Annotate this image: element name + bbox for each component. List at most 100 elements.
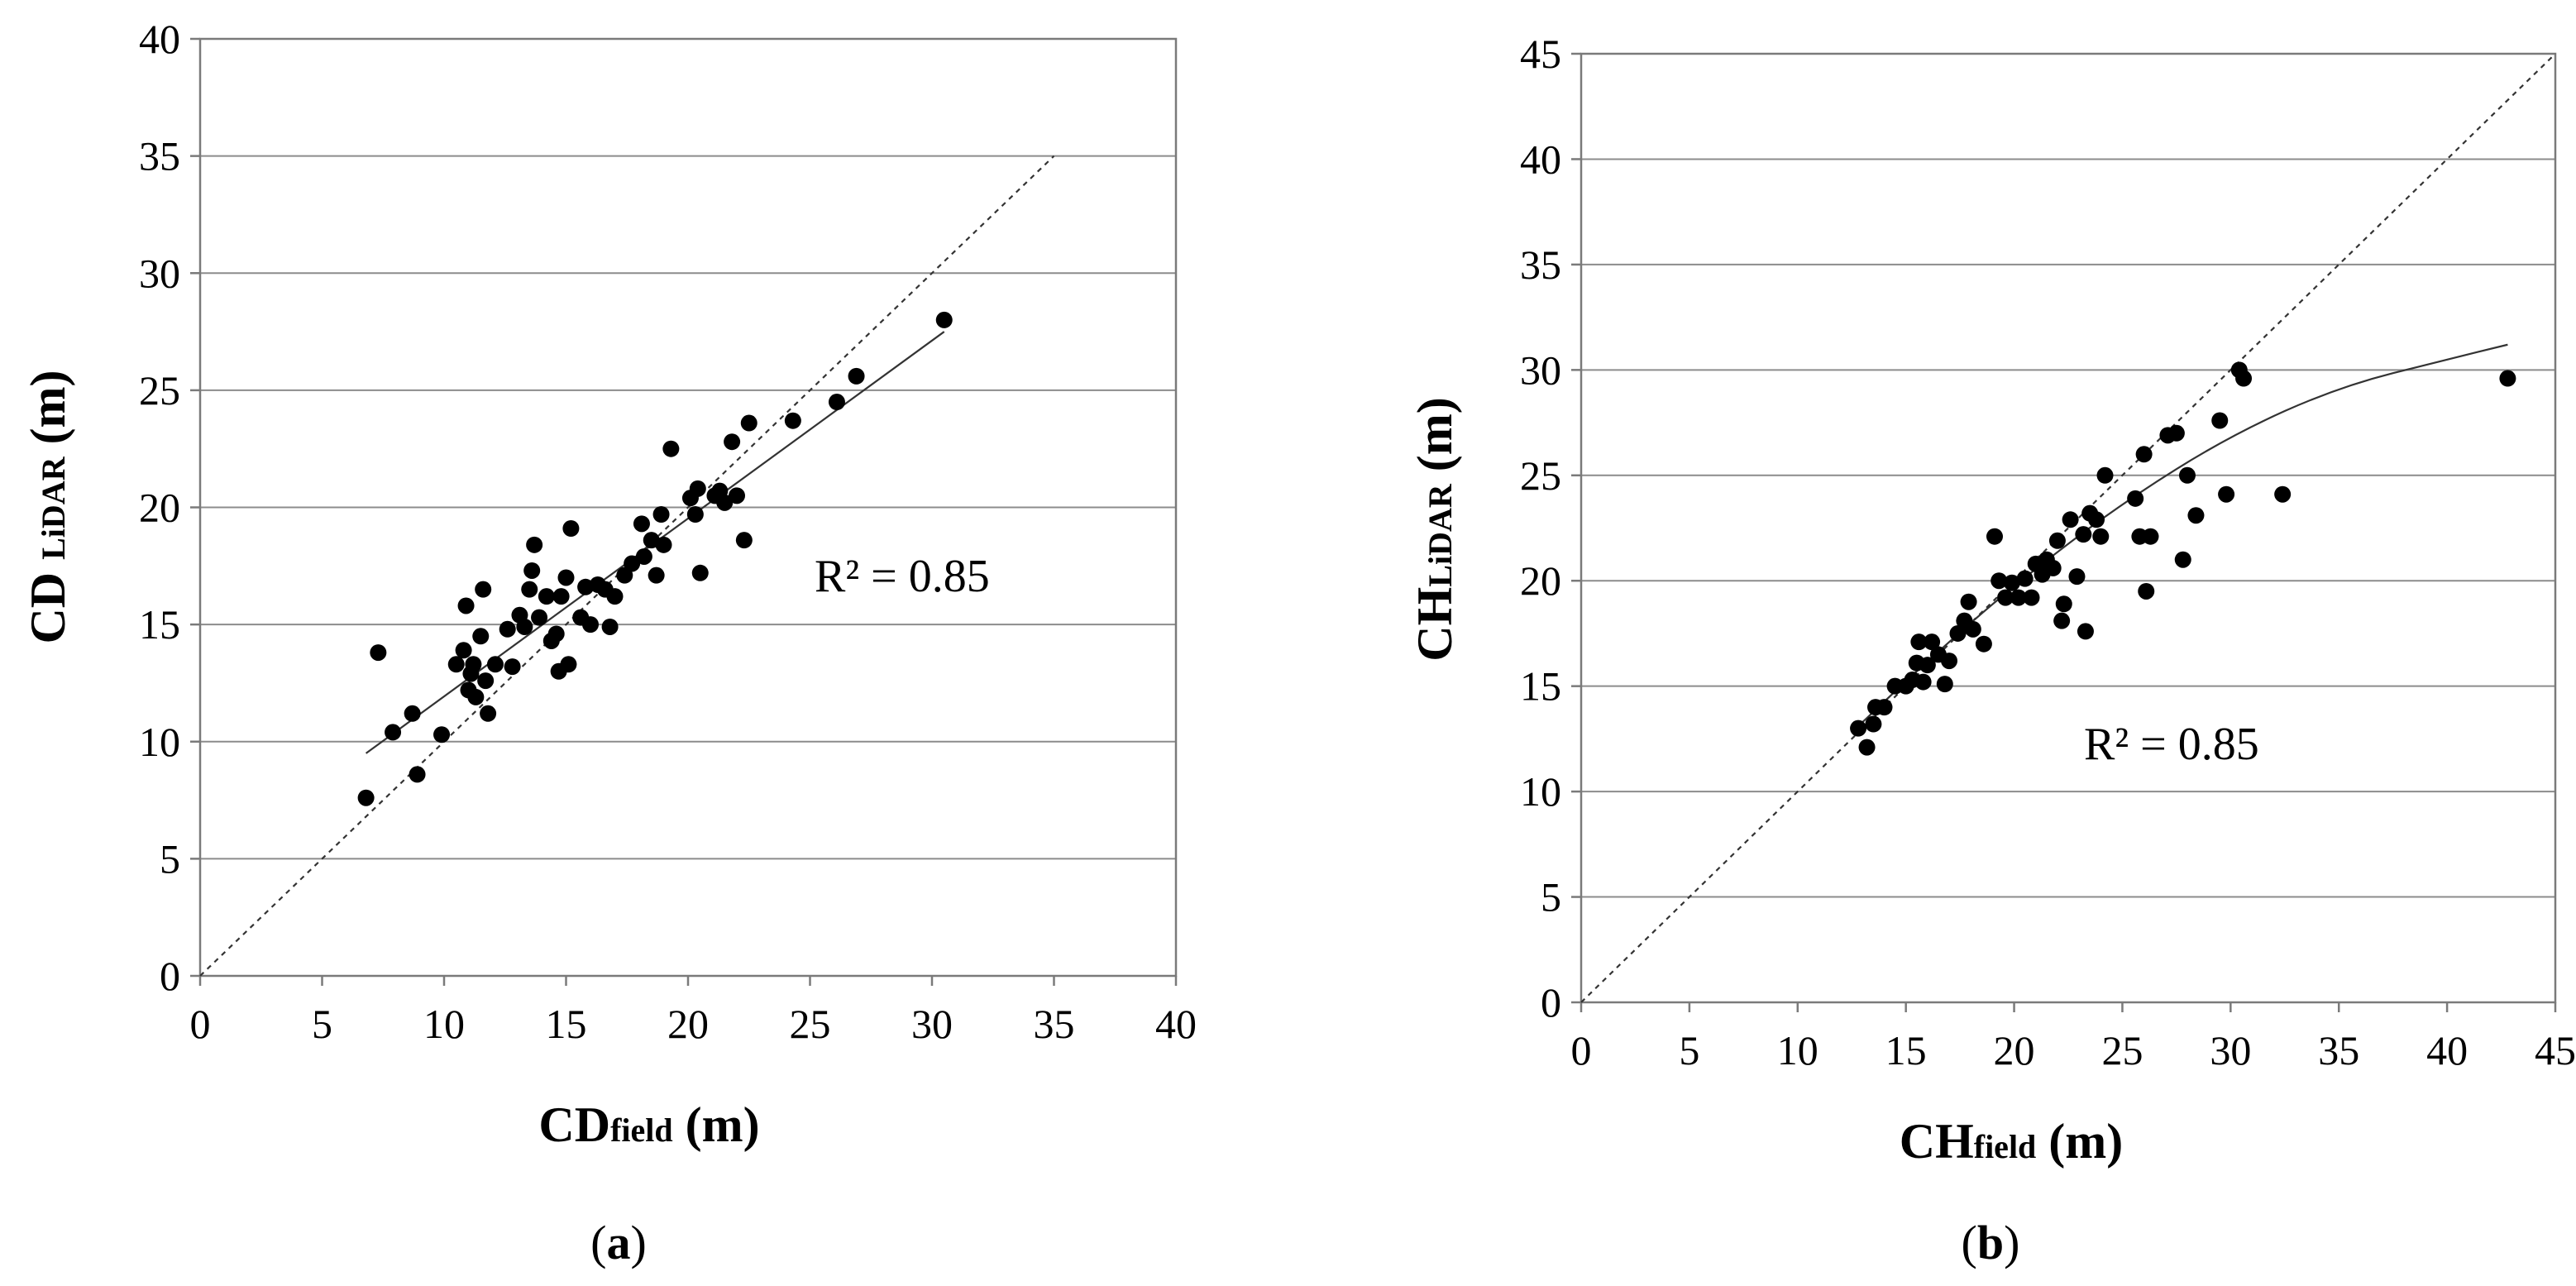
data-point: [601, 618, 619, 635]
data-point: [2167, 424, 2185, 442]
x-tick-label: 15: [546, 1001, 587, 1047]
data-point: [472, 628, 490, 645]
chart-panel-a: 0 5 10 15 20 25 30 35 40 0 5 10 15 20 25 30 35 40 R² = 0.8…: [21, 16, 1197, 1269]
data-point: [1850, 719, 1867, 737]
y-tick-label: 15: [139, 601, 180, 648]
data-point: [1941, 653, 1958, 670]
data-point: [385, 724, 402, 741]
data-point: [2178, 466, 2196, 484]
data-point: [357, 789, 375, 806]
data-point: [404, 705, 421, 722]
data-point: [1910, 633, 1928, 651]
data-point: [686, 505, 704, 523]
y-axis-label-main: CH: [1407, 587, 1462, 662]
data-point: [2068, 568, 2086, 586]
y-tick-label: 0: [1541, 979, 1561, 1025]
data-point: [729, 487, 745, 504]
data-point: [547, 625, 565, 643]
y-tick-label: 5: [160, 835, 180, 882]
data-point: [2003, 574, 2020, 591]
data-point: [1949, 624, 1967, 642]
data-point: [1986, 528, 2003, 545]
data-point: [560, 656, 577, 673]
y-axis-label: CD LiDAR (m): [21, 370, 75, 643]
x-tick-label: 10: [1777, 1027, 1818, 1073]
plot-area-border: [1580, 52, 2557, 1004]
data-point: [2055, 595, 2072, 613]
data-point: [2092, 528, 2110, 545]
data-point: [633, 515, 650, 533]
data-point: [2062, 511, 2079, 528]
data-point: [1876, 699, 1893, 716]
data-point: [504, 658, 521, 676]
data-point: [724, 433, 741, 451]
data-point: [1997, 589, 2014, 606]
y-axis-label: CHLiDAR (m): [1407, 397, 1462, 661]
data-point: [2142, 528, 2159, 545]
data-point: [2499, 370, 2516, 387]
y-tick-label: 25: [139, 367, 180, 414]
data-point: [606, 588, 624, 605]
x-tick-label: 0: [1571, 1027, 1592, 1073]
regression-curve: [1857, 343, 2508, 727]
x-tick-label: 10: [423, 1001, 465, 1047]
data-point: [1865, 715, 1882, 733]
x-tick-label: 40: [1155, 1001, 1197, 1047]
x-tick-label: 20: [667, 1001, 709, 1047]
y-tick-label: 20: [1520, 557, 1561, 604]
y-tick-label: 0: [160, 953, 180, 999]
data-point: [652, 505, 670, 523]
y-tick-label: 5: [1541, 874, 1561, 920]
data-point: [662, 440, 680, 457]
data-point: [2010, 589, 2027, 606]
x-tick-label: 0: [190, 1001, 211, 1047]
data-point: [521, 581, 538, 598]
panel-label-close: ): [631, 1216, 647, 1269]
data-point: [2274, 485, 2292, 503]
data-point: [562, 519, 580, 537]
data-point: [499, 620, 516, 638]
x-tick-label: 15: [1885, 1027, 1927, 1073]
y-tick-label: 40: [1520, 136, 1561, 182]
y-axis-label-subscript: LiDAR: [35, 456, 72, 560]
data-point: [2211, 412, 2229, 429]
x-tick-label: 35: [1034, 1001, 1075, 1047]
y-tick-label: 40: [139, 16, 180, 62]
y-tick-label: 10: [139, 719, 180, 765]
x-axis-label-main: CD: [538, 1097, 610, 1152]
y-tick-label: 30: [1520, 347, 1561, 393]
data-point: [2048, 532, 2066, 549]
data-point: [1975, 635, 1992, 653]
data-point: [480, 705, 497, 722]
panel-label-letter: b: [1977, 1216, 2004, 1269]
x-tick-label: 40: [2426, 1027, 2468, 1073]
y-tick-label: 10: [1520, 768, 1561, 815]
data-point: [467, 688, 485, 705]
data-point: [2044, 559, 2062, 576]
data-point: [1936, 676, 1953, 693]
data-point: [516, 618, 533, 635]
data-point: [2075, 526, 2092, 543]
panel-label: (b): [1962, 1216, 2020, 1269]
data-point: [538, 588, 555, 605]
data-point: [447, 656, 465, 673]
panel-label: (a): [590, 1216, 647, 1269]
data-point: [477, 672, 495, 690]
data-point: [409, 766, 426, 783]
x-tick-label: 5: [312, 1001, 332, 1047]
data-point: [1964, 620, 1981, 638]
y-tick-label: 35: [1520, 241, 1561, 288]
data-point: [624, 555, 641, 572]
data-point: [582, 616, 599, 633]
y-tick-label: 25: [1520, 452, 1561, 499]
data-point: [552, 588, 570, 605]
data-point: [1858, 739, 1876, 756]
x-tick-label: 5: [1679, 1027, 1699, 1073]
data-point: [2096, 466, 2114, 484]
x-tick-label: 30: [2210, 1027, 2251, 1073]
x-tick-label: 35: [2318, 1027, 2359, 1073]
r-squared-annotation: R² = 0.85: [815, 551, 990, 602]
data-point: [740, 414, 758, 432]
panel-label-letter: a: [607, 1216, 631, 1269]
